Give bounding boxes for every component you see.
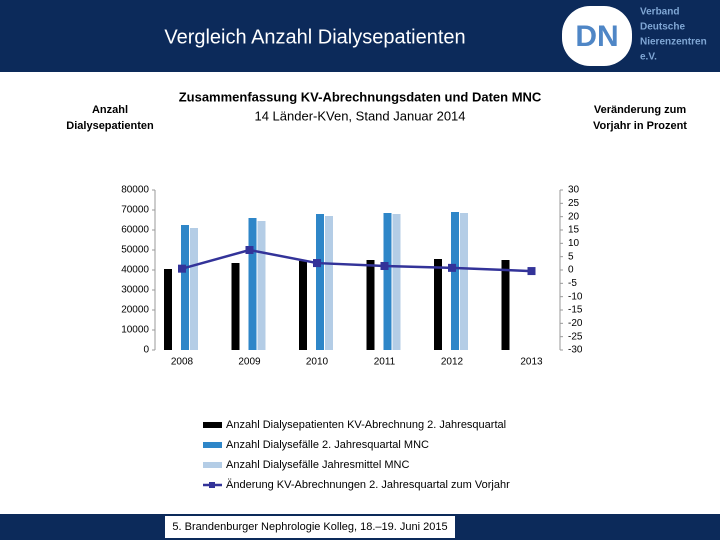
bar — [434, 259, 442, 350]
bar — [164, 269, 172, 350]
bar — [190, 228, 198, 350]
bar — [460, 213, 468, 350]
bar — [316, 214, 324, 350]
bar — [501, 260, 510, 350]
y-tick-label: 80000 — [121, 185, 149, 196]
y-axis-label: Anzahl Dialysepatienten — [66, 104, 154, 132]
y2-tick-label: 10 — [568, 238, 580, 249]
bar — [257, 221, 266, 350]
y2-tick-label: -5 — [568, 278, 577, 289]
logo-text: Deutsche — [640, 22, 685, 33]
y-tick-label: 60000 — [121, 225, 149, 236]
chart-subtitle: 14 Länder-KVen, Stand Januar 2014 — [254, 108, 465, 123]
y2-tick-label: -20 — [568, 318, 583, 329]
logo-mark: DN — [575, 20, 618, 53]
bar — [299, 261, 307, 350]
logo-text: e.V. — [640, 52, 657, 63]
y2-tick-label: 0 — [568, 265, 574, 276]
x-tick-label: 2009 — [238, 357, 261, 368]
y-tick-label: 20000 — [121, 305, 149, 316]
bar — [181, 225, 189, 350]
y2-tick-label: -25 — [568, 331, 583, 342]
footer-box — [165, 516, 455, 538]
y2-axis-label: Veränderung zum Vorjahr in Prozent — [593, 104, 687, 132]
bar — [383, 213, 392, 350]
y-tick-label: 30000 — [121, 285, 149, 296]
y2-tick-label: -15 — [568, 305, 583, 316]
x-tick-label: 2008 — [171, 357, 194, 368]
slide-title: Vergleich Anzahl Dialysepatienten — [164, 26, 465, 48]
y-tick-label: 40000 — [121, 265, 149, 276]
footer-text: 5. Brandenburger Nephrologie Kolleg, 18.… — [172, 521, 447, 533]
bar — [366, 260, 375, 350]
y-tick-label: 70000 — [121, 205, 149, 216]
line-marker — [448, 263, 456, 272]
bar — [392, 214, 401, 350]
legend-swatch — [203, 442, 222, 448]
x-tick-label: 2012 — [441, 357, 464, 368]
legend-swatch — [203, 422, 222, 428]
line-marker — [313, 259, 321, 268]
line-series — [181, 248, 532, 273]
y-tick-label: 10000 — [121, 325, 149, 336]
y2-tick-label: 20 — [568, 211, 580, 222]
line-marker — [245, 246, 254, 254]
y2-tick-label: 5 — [568, 251, 574, 262]
legend-label: Anzahl Dialysefälle Jahresmittel MNC — [226, 459, 409, 471]
legend-label: Änderung KV-Abrechnungen 2. Jahresquarta… — [226, 479, 510, 491]
y2-tick-label: 15 — [568, 225, 580, 236]
y2-tick-label: 25 — [568, 198, 580, 209]
logo-text: Verband — [640, 7, 679, 18]
bar — [231, 263, 240, 350]
line-marker — [380, 262, 389, 270]
legend-label: Anzahl Dialysepatienten KV-Abrechnung 2.… — [226, 419, 506, 431]
legend-swatch — [209, 482, 215, 488]
y2-tick-label: 30 — [568, 185, 580, 196]
bar — [325, 216, 333, 350]
y2-tick-label: -10 — [568, 291, 583, 302]
bar — [451, 212, 459, 350]
legend-label: Anzahl Dialysefälle 2. Jahresquartal MNC — [226, 439, 429, 451]
chart-title: Zusammenfassung KV-Abrechnungsdaten und … — [179, 89, 542, 104]
y-tick-label: 0 — [143, 345, 149, 356]
y2-tick-label: -30 — [568, 345, 583, 356]
line-marker — [178, 264, 186, 273]
bar — [248, 218, 257, 350]
y-tick-label: 50000 — [121, 245, 149, 256]
legend-swatch — [203, 462, 222, 468]
x-tick-label: 2010 — [306, 357, 329, 368]
logo-shape — [562, 6, 632, 66]
line-marker — [527, 267, 536, 276]
x-tick-label: 2013 — [520, 357, 543, 368]
logo-text: Nierenzentren — [640, 37, 707, 48]
x-tick-label: 2011 — [374, 357, 396, 368]
